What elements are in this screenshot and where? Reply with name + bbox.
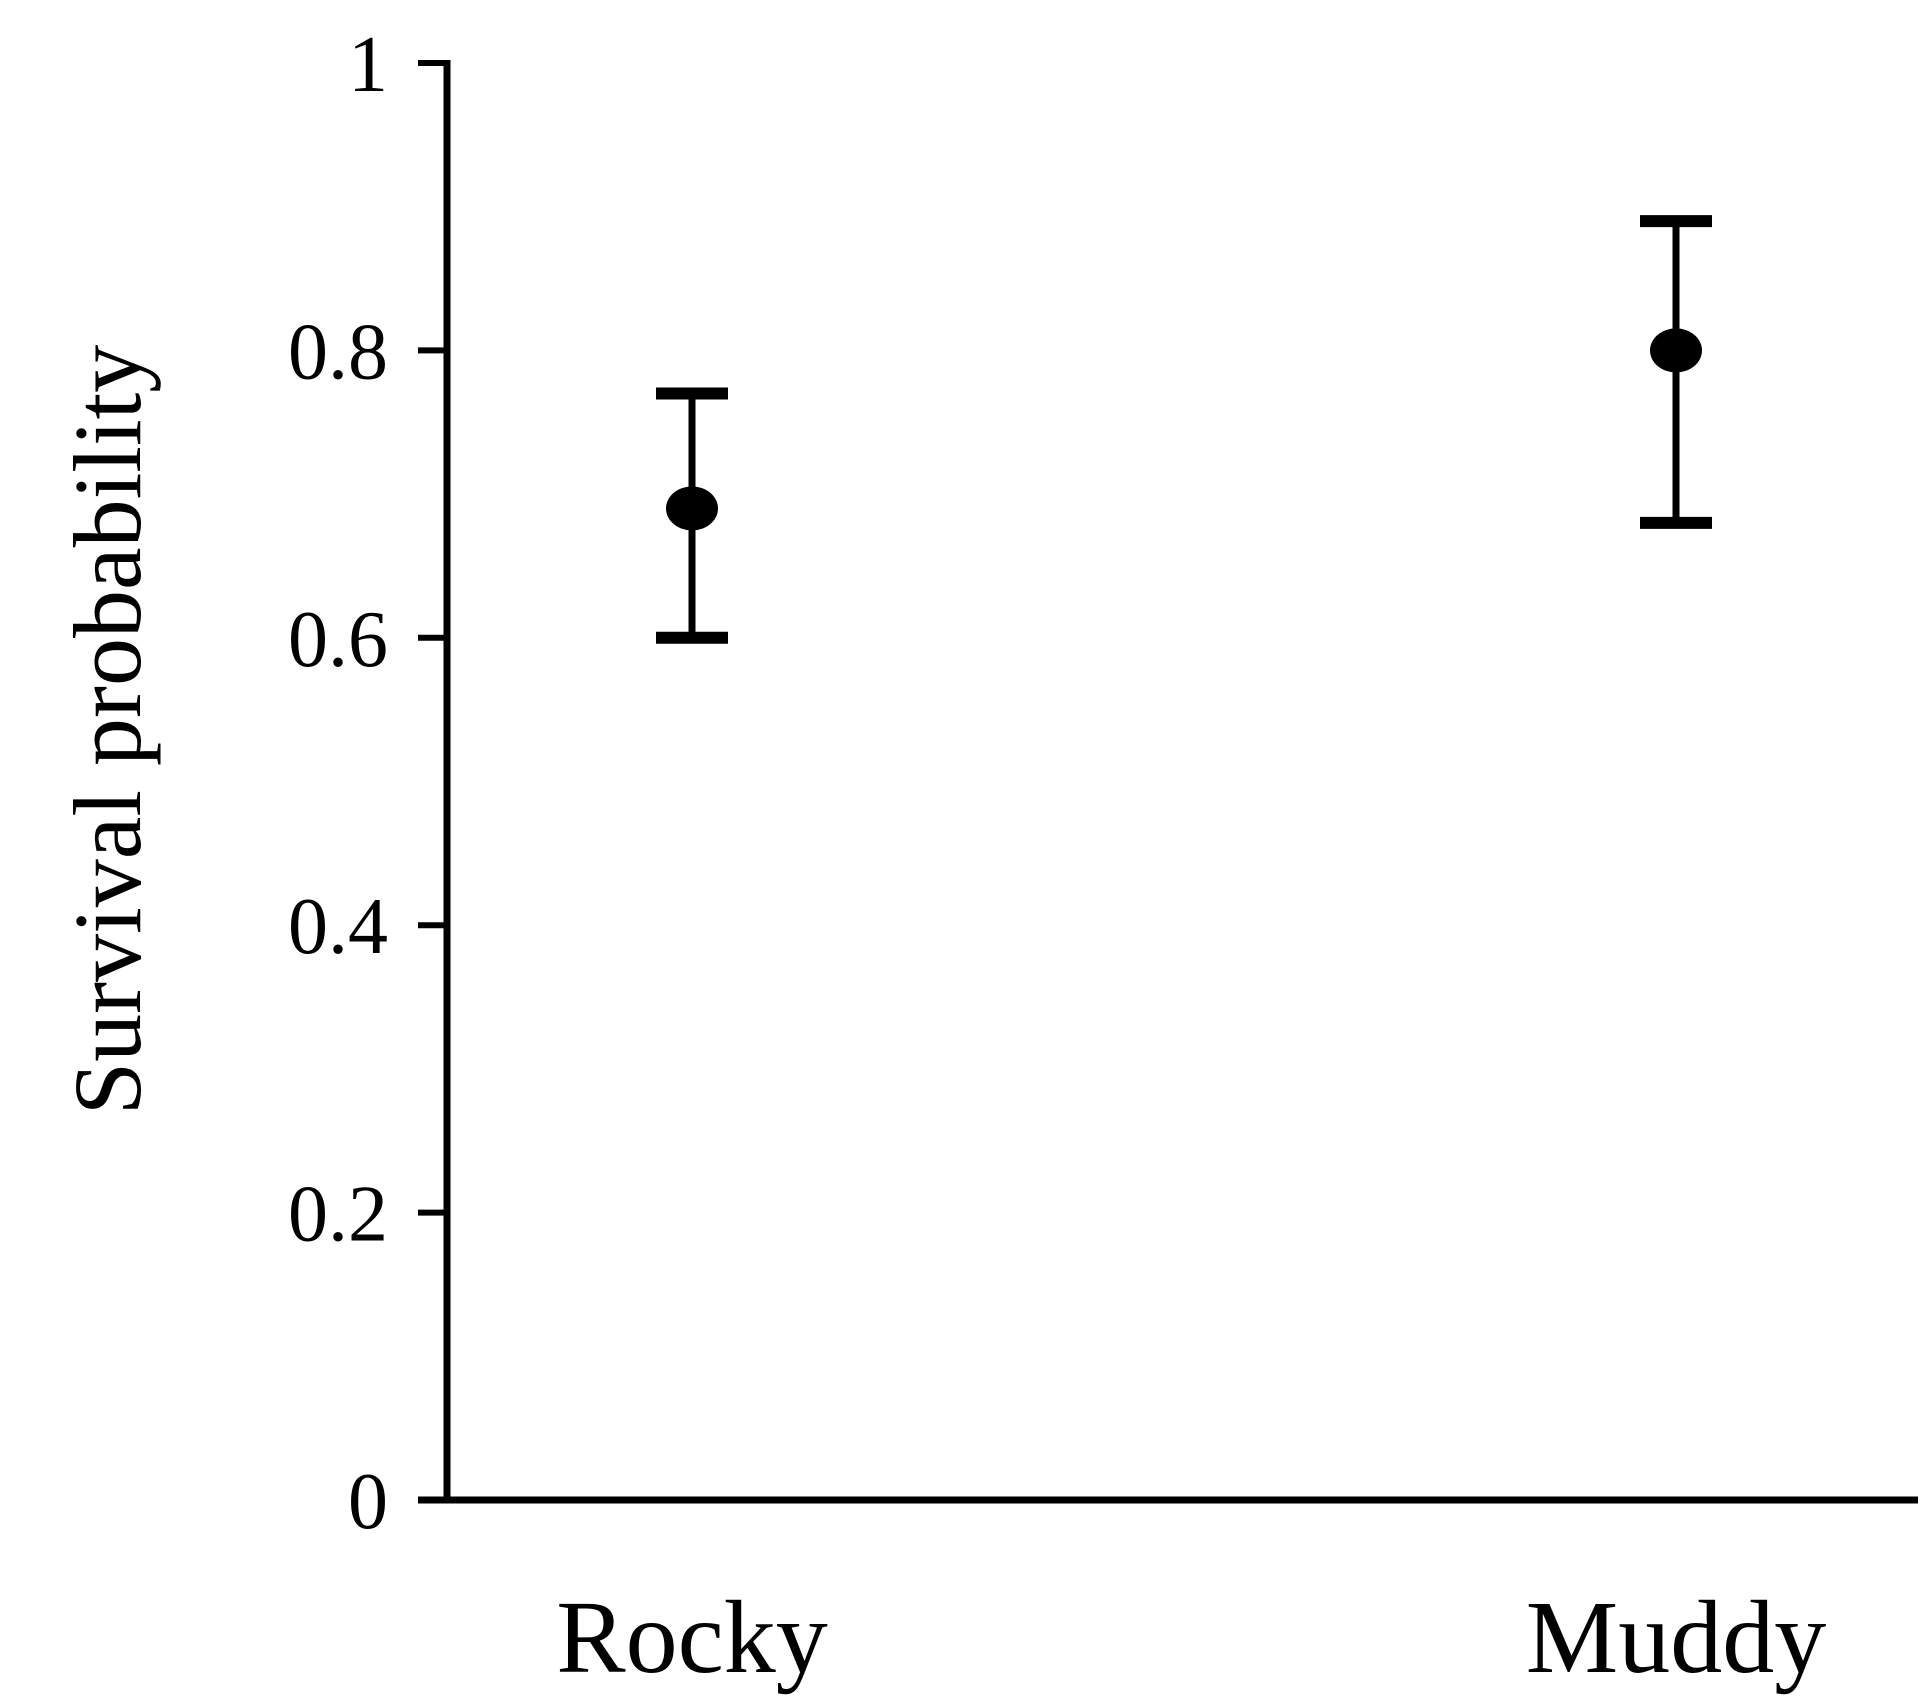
y-tick-label: 0 — [348, 1458, 388, 1546]
x-category-labels: Rocky Muddy — [556, 1580, 1826, 1695]
y-tick-label: 0.4 — [288, 883, 388, 971]
y-axis-label: Survival probability — [54, 345, 161, 1116]
data-points — [666, 328, 1702, 531]
x-category-label: Rocky — [556, 1580, 828, 1695]
y-ticks: 0 0.2 0.4 0.6 0.8 1 — [288, 21, 447, 1546]
y-tick-label: 0.8 — [288, 308, 388, 396]
axes — [418, 60, 1918, 1504]
data-point — [666, 486, 718, 531]
y-tick-label: 0.6 — [288, 596, 388, 684]
x-category-label: Muddy — [1526, 1580, 1826, 1695]
y-tick-label: 1 — [348, 21, 388, 109]
error-bars — [656, 215, 1712, 644]
y-tick-label: 0.2 — [288, 1171, 388, 1259]
data-point — [1650, 328, 1702, 373]
